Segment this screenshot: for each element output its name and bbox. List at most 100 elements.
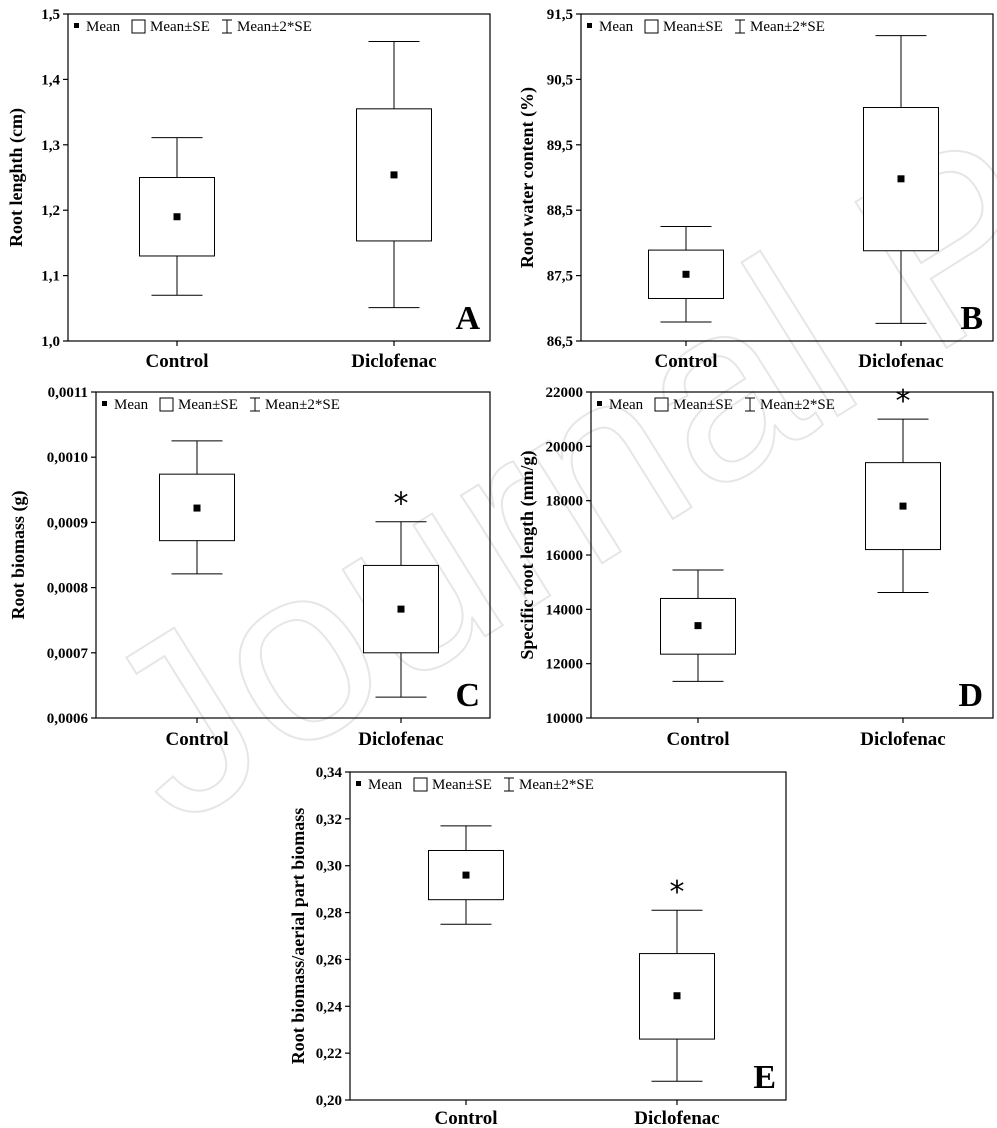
legend-mean-label: Mean bbox=[114, 397, 149, 413]
plot-frame bbox=[67, 13, 491, 342]
legend-se-label: Mean±SE bbox=[432, 777, 492, 793]
y-tick-label: 0,32 bbox=[316, 812, 342, 828]
legend-se-label: Mean±SE bbox=[178, 397, 238, 413]
legend-se-icon bbox=[159, 397, 174, 412]
legend-se2-label: Mean±2*SE bbox=[760, 397, 835, 413]
significance-star: * bbox=[896, 384, 911, 419]
y-tick-label: 16000 bbox=[546, 548, 584, 564]
x-tick-label: Control bbox=[435, 1108, 498, 1128]
legend-se2-label: Mean±2*SE bbox=[519, 777, 594, 793]
legend-se-label: Mean±SE bbox=[663, 19, 723, 35]
panel-B: 86,5 87,5 88,5 89,5 90,5 91,5 Root water conte… bbox=[517, 7, 994, 372]
y-tick-label: 0,0009 bbox=[47, 515, 88, 531]
y-axis-label: Root biomass/aerial part biomass bbox=[288, 808, 308, 1065]
mean-point bbox=[682, 270, 690, 278]
x-tick-label: Diclofenac bbox=[358, 729, 443, 750]
y-axis-label: Root lenghth (cm) bbox=[6, 108, 27, 247]
panel-C: 0,0006 0,0007 0,0008 0,0009 0,0010 0,0011 Root… bbox=[8, 385, 491, 750]
mean-point bbox=[897, 175, 905, 183]
legend-mean-label: Mean bbox=[609, 397, 644, 413]
y-tick-label: 0,0008 bbox=[47, 581, 88, 597]
panel-letter: B bbox=[960, 300, 983, 337]
significance-star: * bbox=[670, 875, 685, 910]
panel-D: 10000 12000 14000 16000 18000 20000 22000 Speci… bbox=[517, 384, 994, 750]
y-tick-label: 0,30 bbox=[316, 859, 342, 875]
y-tick-label: 88,5 bbox=[547, 203, 573, 219]
y-tick-label: 87,5 bbox=[547, 269, 573, 285]
panel-letter: C bbox=[455, 677, 480, 714]
legend-se-label: Mean±SE bbox=[673, 397, 733, 413]
plot-frame bbox=[580, 13, 994, 342]
x-tick-label: Control bbox=[166, 729, 229, 750]
mean-point bbox=[397, 605, 405, 613]
x-tick-label: Control bbox=[667, 729, 730, 750]
y-tick-label: 1,4 bbox=[41, 72, 60, 88]
x-tick-label: Diclofenac bbox=[634, 1108, 719, 1128]
legend-mean-icon bbox=[102, 401, 107, 406]
y-tick-label: 22000 bbox=[546, 385, 584, 401]
y-tick-label: 18000 bbox=[546, 494, 584, 510]
y-tick-label: 12000 bbox=[546, 657, 584, 673]
mean-point bbox=[899, 502, 907, 510]
legend-mean-icon bbox=[356, 781, 361, 786]
legend-mean-icon bbox=[587, 23, 592, 28]
plot-frame bbox=[349, 771, 787, 1101]
mean-point bbox=[193, 504, 201, 512]
legend-se2-label: Mean±2*SE bbox=[750, 19, 825, 35]
y-axis-label: Root biomass (g) bbox=[8, 490, 29, 619]
y-tick-label: 0,0007 bbox=[47, 646, 89, 662]
legend-se2-label: Mean±2*SE bbox=[237, 19, 312, 35]
legend-se2-label: Mean±2*SE bbox=[265, 397, 340, 413]
y-tick-label: 0,20 bbox=[316, 1093, 342, 1109]
mean-point bbox=[673, 992, 681, 1000]
y-tick-label: 0,34 bbox=[316, 765, 343, 781]
y-tick-label: 0,28 bbox=[316, 906, 342, 922]
panels: 1,0 1,1 1,2 1,3 1,4 1,5 Root lenghth (cm) Contr… bbox=[6, 7, 994, 1128]
y-tick-label: 10000 bbox=[546, 711, 584, 727]
legend-mean-label: Mean bbox=[368, 777, 403, 793]
y-tick-label: 90,5 bbox=[547, 72, 573, 88]
y-tick-label: 20000 bbox=[546, 439, 584, 455]
panel-E: 0,20 0,22 0,24 0,26 0,28 0,30 0,32 0,34 Root bio… bbox=[288, 765, 787, 1128]
y-tick-label: 1,5 bbox=[41, 7, 60, 23]
y-tick-label: 14000 bbox=[546, 602, 584, 618]
legend-se-icon bbox=[654, 397, 669, 412]
plot-frame bbox=[95, 391, 491, 719]
x-tick-label: Diclofenac bbox=[351, 351, 436, 372]
mean-point bbox=[173, 213, 181, 221]
y-tick-label: 0,24 bbox=[316, 999, 343, 1015]
legend-mean-label: Mean bbox=[86, 19, 121, 35]
mean-point bbox=[694, 622, 702, 630]
y-tick-label: 0,0011 bbox=[48, 385, 88, 401]
mean-point bbox=[462, 871, 470, 879]
y-tick-label: 0,22 bbox=[316, 1046, 342, 1062]
x-tick-label: Control bbox=[146, 351, 209, 372]
panel-A: 1,0 1,1 1,2 1,3 1,4 1,5 Root lenghth (cm) Contr… bbox=[6, 7, 491, 372]
legend-se-icon bbox=[131, 19, 146, 34]
significance-star: * bbox=[394, 487, 409, 522]
panel-letter: D bbox=[958, 677, 983, 714]
x-tick-label: Diclofenac bbox=[858, 351, 943, 372]
legend-mean-label: Mean bbox=[599, 19, 634, 35]
y-tick-label: 89,5 bbox=[547, 138, 573, 154]
legend-se-icon bbox=[413, 777, 428, 792]
y-tick-label: 1,2 bbox=[41, 203, 60, 219]
y-tick-label: 0,0010 bbox=[47, 450, 88, 466]
y-tick-label: 1,3 bbox=[41, 138, 60, 154]
y-tick-label: 86,5 bbox=[547, 334, 573, 350]
panel-letter: E bbox=[753, 1059, 776, 1096]
y-tick-label: 91,5 bbox=[547, 7, 573, 23]
y-axis-label: Root water content (%) bbox=[517, 87, 538, 268]
legend-se-label: Mean±SE bbox=[150, 19, 210, 35]
panel-letter: A bbox=[455, 300, 480, 337]
legend-se-icon bbox=[644, 19, 659, 34]
legend-mean-icon bbox=[74, 23, 79, 28]
x-tick-label: Control bbox=[655, 351, 718, 372]
mean-point bbox=[390, 171, 398, 179]
y-tick-label: 0,0006 bbox=[47, 711, 89, 727]
legend-mean-icon bbox=[597, 401, 602, 406]
y-axis-label: Specific root length (mm/g) bbox=[517, 450, 538, 659]
y-tick-label: 1,1 bbox=[41, 269, 60, 285]
y-tick-label: 0,26 bbox=[316, 952, 343, 968]
